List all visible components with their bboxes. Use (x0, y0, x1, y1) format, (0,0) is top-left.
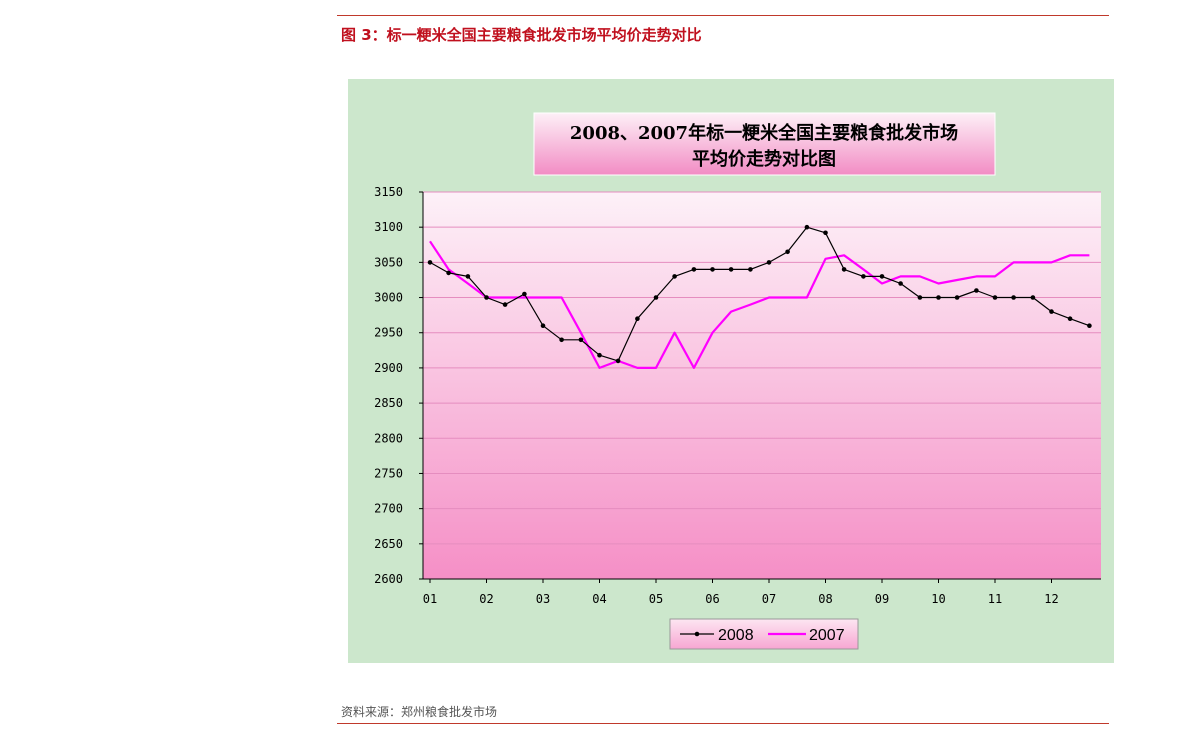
data-point-2008 (861, 274, 866, 279)
legend: 2008 2007 (669, 618, 859, 650)
data-point-2008 (936, 295, 941, 300)
x-tick-label: 02 (479, 592, 493, 606)
x-tick-label: 12 (1044, 592, 1058, 606)
y-axis: 2600 2650 2700 2750 2800 2850 2900 2950 3000 3050… (374, 185, 424, 586)
data-point-2008 (691, 267, 697, 272)
x-tick-label: 08 (818, 592, 832, 606)
y-tick-label: 2950 (374, 326, 403, 340)
data-point-2008 (635, 316, 640, 321)
y-tick-label: 2700 (374, 502, 403, 516)
data-point-2008 (1087, 323, 1092, 328)
chart-title-line1: 2008、2007年标一粳米全国主要粮食批发市场 (570, 122, 958, 144)
data-point-2008 (1067, 316, 1073, 321)
y-tick-label: 2750 (374, 466, 403, 480)
chart-title-line2: 平均价走势对比图 (692, 148, 836, 170)
data-point-2008 (559, 337, 564, 343)
series-line-2008 (429, 226, 1090, 362)
data-point-2008 (917, 295, 923, 300)
data-point-2008 (974, 288, 979, 293)
series-group (427, 224, 1092, 369)
data-point-2008 (484, 295, 489, 300)
x-axis: 01 02 03 04 05 06 07 08 09 10 11 12 (423, 578, 1101, 606)
legend-2008-label: 2008 (718, 627, 754, 644)
data-point-2008 (597, 352, 602, 358)
data-point-2008 (954, 295, 960, 300)
y-tick-label: 3000 (374, 291, 403, 305)
source-note: 资料来源：郑州粮食批发市场 (341, 705, 498, 719)
line-chart: 2008、2007年标一粳米全国主要粮食批发市场 平均价走势对比图 260026… (374, 112, 1101, 650)
y-tick-label: 2800 (374, 431, 403, 445)
y-tick-label: 2850 (374, 396, 403, 410)
legend-2007-label: 2007 (809, 627, 845, 644)
x-tick-label: 06 (705, 592, 719, 606)
data-point-2008 (615, 358, 621, 364)
y-tick-label: 2900 (374, 361, 403, 375)
data-point-2008 (540, 323, 546, 328)
y-tick-label: 3150 (374, 185, 403, 199)
figure-title: 图 3：标一粳米全国主要粮食批发市场平均价走势对比 (341, 26, 702, 44)
plot-area (423, 192, 1101, 579)
y-tick-label: 2650 (374, 537, 403, 551)
x-tick-label: 04 (592, 592, 606, 606)
data-point-2008 (766, 260, 772, 265)
data-point-2008 (465, 274, 471, 279)
x-tick-label: 11 (988, 592, 1002, 606)
gridlines (423, 191, 1101, 545)
data-point-2008 (748, 267, 753, 272)
data-point-2008 (728, 267, 734, 272)
data-point-2008 (522, 291, 527, 297)
data-point-2008 (427, 260, 433, 265)
data-point-2008 (898, 281, 903, 286)
series-line-2007 (429, 240, 1090, 369)
data-point-2008 (710, 267, 715, 272)
data-point-2008 (653, 295, 659, 300)
data-point-2008 (502, 302, 508, 307)
x-tick-label: 10 (931, 592, 945, 606)
data-point-2008 (879, 274, 885, 279)
data-point-2008 (841, 267, 847, 272)
data-point-2008 (785, 249, 790, 255)
x-tick-label: 09 (875, 592, 889, 606)
chart-title-box (533, 112, 996, 176)
data-point-2008 (1011, 295, 1016, 300)
x-tick-label: 03 (536, 592, 550, 606)
data-point-2008 (1049, 309, 1054, 314)
data-point-2008 (672, 274, 677, 279)
data-point-2008 (1030, 295, 1036, 300)
bottom-rule (337, 723, 1109, 724)
x-tick-label: 01 (423, 592, 437, 606)
data-point-2008 (992, 295, 998, 300)
data-point-2008 (446, 270, 451, 276)
x-tick-label: 07 (762, 592, 776, 606)
x-tick-label: 05 (649, 592, 663, 606)
top-rule (337, 15, 1109, 16)
legend-2008-marker (694, 631, 700, 637)
data-point-2008 (578, 337, 584, 343)
y-tick-label: 2600 (374, 572, 403, 586)
y-tick-label: 3050 (374, 255, 403, 269)
y-tick-label: 3100 (374, 220, 403, 234)
data-point-2008 (804, 224, 810, 230)
data-point-2008 (823, 230, 828, 236)
